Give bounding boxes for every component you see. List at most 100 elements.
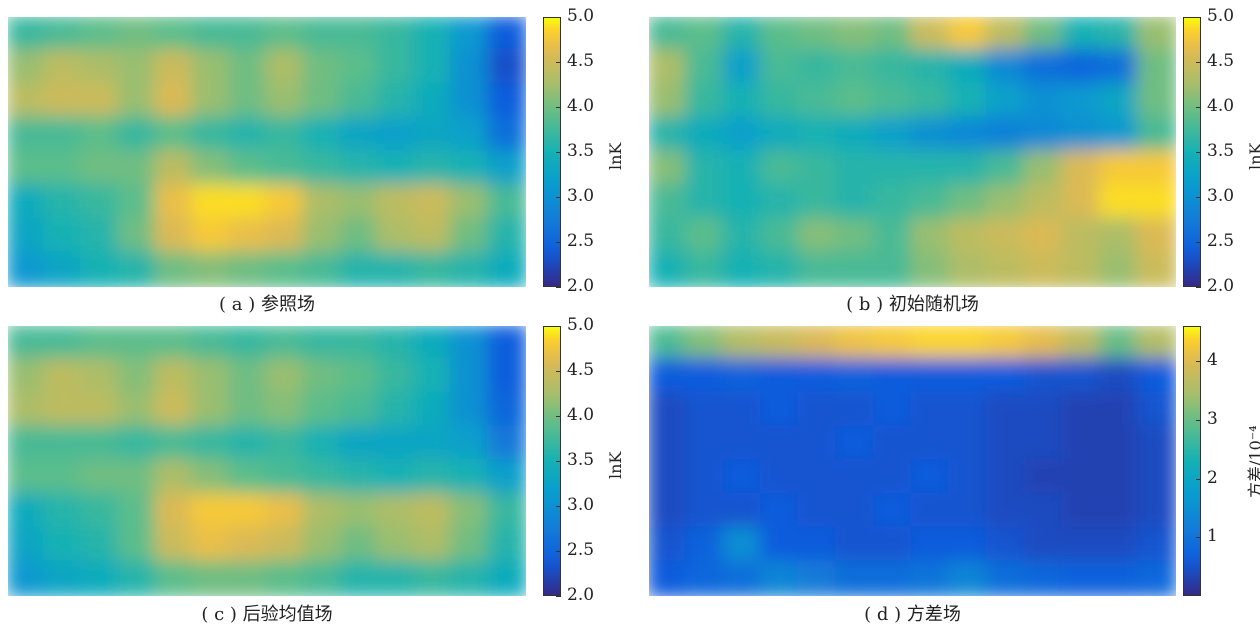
heatmap-cell xyxy=(948,459,990,497)
heatmap-cell xyxy=(487,183,526,222)
heatmap-cell xyxy=(450,326,491,362)
heatmap-cell xyxy=(1098,82,1141,121)
heatmap-cell xyxy=(1098,150,1141,188)
heatmap-cell xyxy=(1023,82,1065,121)
heatmap-cell xyxy=(487,48,526,87)
heatmap-cell xyxy=(228,391,269,430)
heatmap-d xyxy=(649,326,1176,596)
heatmap-cell xyxy=(487,326,526,362)
heatmap-cell xyxy=(1023,326,1065,362)
heatmap-cell xyxy=(413,251,454,287)
heatmap-cell xyxy=(872,82,915,121)
heatmap-cell xyxy=(43,357,84,396)
heatmap-cell xyxy=(1098,116,1141,155)
colorbar-tick-label: 2.0 xyxy=(567,276,595,296)
heatmap-cell xyxy=(487,526,526,565)
heatmap-cell xyxy=(948,150,990,188)
heatmap-cell xyxy=(1136,492,1176,531)
heatmap-cell xyxy=(985,425,1028,464)
heatmap-cell xyxy=(80,17,121,53)
heatmap-cell xyxy=(722,217,764,256)
heatmap-cell xyxy=(228,526,269,565)
heatmap-cell xyxy=(910,326,953,362)
heatmap-cell xyxy=(759,217,802,256)
heatmap-cell xyxy=(80,150,121,188)
colorbar-tick-label: 5.0 xyxy=(1207,6,1235,26)
colorbar-tick-label: 4.5 xyxy=(1207,51,1235,71)
heatmap-cell xyxy=(948,17,990,53)
heatmap-cell xyxy=(339,560,380,596)
heatmap-cell xyxy=(302,82,343,121)
heatmap-cell xyxy=(8,150,47,188)
heatmap-cell xyxy=(339,183,380,222)
heatmap-cell xyxy=(1136,526,1176,565)
heatmap-cell xyxy=(835,82,877,121)
heatmap-cell xyxy=(191,560,232,596)
heatmap-cell xyxy=(191,492,232,531)
heatmap-cell xyxy=(117,82,158,121)
heatmap-cell xyxy=(948,425,990,464)
heatmap-cell xyxy=(154,326,195,362)
heatmap-cell xyxy=(80,492,121,531)
heatmap-cell xyxy=(1023,526,1065,565)
heatmap-cell xyxy=(339,17,380,53)
heatmap-cell xyxy=(910,82,953,121)
heatmap-cell xyxy=(376,326,417,362)
heatmap-cell xyxy=(722,116,764,155)
heatmap-cell xyxy=(8,492,47,531)
heatmap-cell xyxy=(265,425,306,464)
heatmap-cell xyxy=(649,82,689,121)
heatmap-cell xyxy=(649,492,689,531)
heatmap-cell xyxy=(154,17,195,53)
heatmap-cell xyxy=(154,48,195,87)
heatmap-cell xyxy=(759,251,802,287)
colorbar-tick-mark xyxy=(556,506,561,507)
heatmap-cell xyxy=(684,17,727,53)
heatmap-cell xyxy=(265,116,306,155)
colorbar-tick-mark xyxy=(1196,537,1201,539)
heatmap-cell xyxy=(450,492,491,531)
heatmap-cell xyxy=(191,357,232,396)
heatmap-cell xyxy=(228,183,269,222)
heatmap-cell xyxy=(302,217,343,256)
heatmap-cell xyxy=(191,251,232,287)
colorbar-tick-mark xyxy=(1196,197,1201,198)
heatmap-cell xyxy=(43,251,84,287)
heatmap-cell xyxy=(413,526,454,565)
heatmap-cell xyxy=(797,17,840,53)
colorbar-d xyxy=(1183,326,1201,596)
heatmap-cell xyxy=(117,48,158,87)
heatmap-cell xyxy=(872,116,915,155)
heatmap-cell xyxy=(1061,326,1103,362)
heatmap-cell xyxy=(1061,48,1103,87)
heatmap-cell xyxy=(759,492,802,531)
heatmap-cell xyxy=(797,560,840,596)
heatmap-cell xyxy=(265,251,306,287)
colorbar-tick-mark xyxy=(1196,242,1201,243)
colorbar-tick-mark xyxy=(1196,62,1201,63)
heatmap-cell xyxy=(302,251,343,287)
heatmap-cell xyxy=(117,251,158,287)
heatmap-cell xyxy=(191,82,232,121)
heatmap-cell xyxy=(1061,150,1103,188)
heatmap-cell xyxy=(684,326,727,362)
heatmap-cell xyxy=(1061,425,1103,464)
heatmap-cell xyxy=(154,150,195,188)
heatmap-cell xyxy=(265,82,306,121)
heatmap-cell xyxy=(450,459,491,497)
heatmap-cell xyxy=(376,17,417,53)
heatmap-cell xyxy=(228,357,269,396)
heatmap-cell xyxy=(722,526,764,565)
heatmap-cell xyxy=(450,425,491,464)
heatmap-cell xyxy=(339,82,380,121)
heatmap-cell xyxy=(1023,357,1065,396)
heatmap-cell xyxy=(450,357,491,396)
heatmap-cell xyxy=(413,425,454,464)
heatmap-cell xyxy=(8,391,47,430)
colorbar-tick-label: 3.0 xyxy=(567,186,595,206)
heatmap-cell xyxy=(797,150,840,188)
heatmap-cell xyxy=(759,425,802,464)
heatmap-cell xyxy=(684,251,727,287)
heatmap-cell xyxy=(228,48,269,87)
colorbar-tick-mark xyxy=(1196,478,1201,480)
